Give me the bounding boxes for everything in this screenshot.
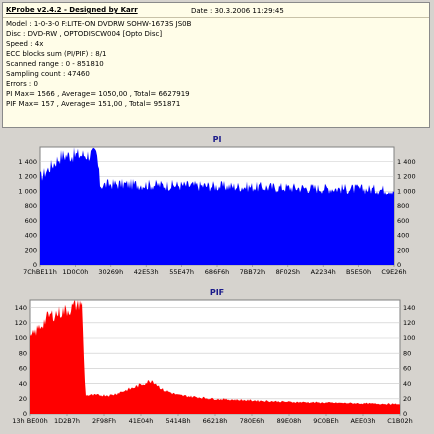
app-title: KProbe v2.4.2 - Designed by Karr xyxy=(6,6,138,14)
pi-x-tick-label: 30269h xyxy=(98,268,123,276)
header-divider xyxy=(3,17,429,18)
pi-y-tick-right: 400 xyxy=(397,232,409,240)
pif-y-tick-left: 80 xyxy=(19,349,27,357)
pi-x-tick-label: 7ChBE11h xyxy=(23,268,57,276)
pif-y-tick-right: 40 xyxy=(403,380,411,388)
pi-y-tick-right: 200 xyxy=(397,246,409,254)
pif-y-tick-left: 0 xyxy=(23,410,27,418)
pif-y-tick-left: 120 xyxy=(15,319,27,327)
pi-x-tick-label: C9E26h xyxy=(381,268,406,276)
pif-x-tick-label: 9C0BEh xyxy=(313,417,339,425)
pi-y-tick-right: 1 400 xyxy=(397,158,416,166)
pif-y-tick-right: 60 xyxy=(403,365,411,373)
pi-x-tick-label: 8F02Sh xyxy=(276,268,300,276)
pi-y-tick-left: 600 xyxy=(25,217,37,225)
pif-x-tick-label: 13h BE00h xyxy=(12,417,47,425)
pi-x-tick-label: 42E53h xyxy=(134,268,159,276)
pif-x-tick-label: 5414Bh xyxy=(165,417,190,425)
disc-line: Disc : DVD-RW , OPTODISCW004 [Opto Disc] xyxy=(6,30,163,38)
pi-x-tick-label: 686F6h xyxy=(205,268,229,276)
pi-x-tick-label: A2234h xyxy=(311,268,336,276)
pi-y-tick-right: 800 xyxy=(397,202,409,210)
errors-line: Errors : 0 xyxy=(6,80,38,88)
pi-y-tick-right: 0 xyxy=(397,261,401,269)
pi-series-area xyxy=(40,147,394,265)
pi-y-tick-left: 400 xyxy=(25,232,37,240)
pi-y-tick-left: 0 xyxy=(33,261,37,269)
pif-series-area xyxy=(30,300,400,414)
pif-chart-title: PIF xyxy=(209,288,225,297)
sampling-line: Sampling count : 47460 xyxy=(6,70,90,78)
pi-y-tick-left: 800 xyxy=(25,202,37,210)
pi-y-tick-left: 1 000 xyxy=(18,187,37,195)
pi-y-tick-left: 200 xyxy=(25,246,37,254)
pi-x-tick-label: 55E47h xyxy=(169,268,194,276)
pif-y-tick-left: 20 xyxy=(19,395,27,403)
pi-chart: 0 0 200 200 400 400 600 600 800 800 1 000 1 000 1 20… xyxy=(18,146,416,276)
pif-y-tick-right: 80 xyxy=(403,349,411,357)
pi-summary-line: PI Max= 1566 , Average= 1050,00 , Total=… xyxy=(6,90,190,98)
pif-y-tick-left: 100 xyxy=(15,334,27,342)
disc-info-panel: KProbe v2.4.2 - Designed by Karr Date : … xyxy=(2,2,430,128)
pif-x-tick-label: 2F98Fh xyxy=(92,417,116,425)
pif-y-tick-right: 120 xyxy=(403,319,415,327)
pi-x-tick-label: 7BB72h xyxy=(240,268,265,276)
pi-y-tick-left: 1 200 xyxy=(18,173,37,181)
pi-x-tick-label: 1D0C0h xyxy=(62,268,88,276)
pif-x-tick-label: 780E6h xyxy=(240,417,265,425)
pi-chart-title: PI xyxy=(212,135,222,144)
pi-y-tick-left: 1 400 xyxy=(18,158,37,166)
pif-y-tick-right: 140 xyxy=(403,304,415,312)
pi-y-tick-right: 1 000 xyxy=(397,187,416,195)
pif-x-tick-label: AEE03h xyxy=(350,417,375,425)
pi-x-tick-label: B5E50h xyxy=(346,268,371,276)
model-line: Model : 1-0-3-0 F:LITE-ON DVDRW SOHW-167… xyxy=(6,20,192,28)
pif-y-tick-right: 20 xyxy=(403,395,411,403)
ecc-line: ECC blocks sum (PI/PIF) : 8/1 xyxy=(6,50,107,58)
pif-x-tick-label: C1B02h xyxy=(387,417,413,425)
pif-y-tick-right: 0 xyxy=(403,410,407,418)
range-line: Scanned range : 0 - 851810 xyxy=(6,60,104,68)
pif-y-tick-left: 40 xyxy=(19,380,27,388)
pif-y-tick-right: 100 xyxy=(403,334,415,342)
pif-y-tick-left: 60 xyxy=(19,365,27,373)
scan-date: Date : 30.3.2006 11:29:45 xyxy=(191,7,284,15)
pif-x-tick-label: 1D2B7h xyxy=(54,417,80,425)
pif-chart: 0 0 20 20 40 40 60 60 80 80 100 100 120 120 140 140 13h … xyxy=(12,299,415,425)
pif-summary-line: PIF Max= 157 , Average= 151,00 , Total= … xyxy=(6,100,181,108)
pi-y-tick-right: 1 200 xyxy=(397,173,416,181)
pif-x-tick-label: 66218h xyxy=(203,417,228,425)
pif-x-tick-label: 89E08h xyxy=(277,417,302,425)
pif-y-tick-left: 140 xyxy=(15,304,27,312)
pif-x-tick-label: 41E04h xyxy=(129,417,154,425)
pi-y-tick-right: 600 xyxy=(397,217,409,225)
speed-line: Speed : 4x xyxy=(6,40,44,48)
